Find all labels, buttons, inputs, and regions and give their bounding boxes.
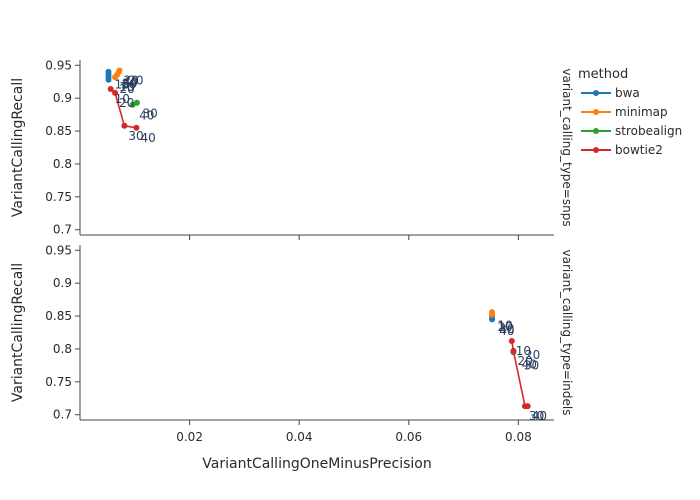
y-tick-label: 0.95 [45, 58, 72, 72]
point-label: 20 [525, 348, 540, 362]
y-tick-label: 0.75 [45, 375, 72, 389]
y-axis-title: VariantCallingRecall [10, 78, 26, 217]
data-point-bwa [105, 76, 112, 83]
data-point-bowtie2 [107, 85, 114, 92]
y-tick-label: 0.9 [53, 91, 72, 105]
point-label: 30 [529, 409, 544, 423]
y-tick-label: 0.85 [45, 124, 72, 138]
x-axis-title: VariantCallingOneMinusPrecision [202, 456, 431, 472]
y-tick-label: 0.85 [45, 309, 72, 323]
data-point-bowtie2 [121, 122, 128, 129]
y-tick-label: 0.9 [53, 276, 72, 290]
point-label: 40 [532, 409, 547, 423]
legend-swatch-marker [593, 109, 599, 115]
legend-swatch-marker [593, 90, 599, 96]
point-label: 40 [499, 324, 514, 338]
legend-entry: minimap [615, 105, 668, 119]
x-tick-label: 0.04 [286, 430, 313, 444]
point-label: 20 [498, 320, 513, 334]
x-tick-label: 0.02 [176, 430, 203, 444]
point-label: 20 [119, 96, 134, 110]
point-label: 30 [524, 358, 539, 372]
point-label: 30 [122, 77, 137, 91]
point-label: 30 [499, 322, 514, 336]
point-label: 30 [128, 129, 143, 143]
data-point-bowtie2 [510, 347, 517, 354]
legend-title: method [578, 67, 628, 82]
point-label: 10 [498, 318, 513, 332]
point-label: 40 [522, 358, 537, 372]
legend-swatch-marker [593, 147, 599, 153]
y-tick-label: 0.95 [45, 243, 72, 257]
point-label: 10 [115, 77, 130, 91]
legend-swatch-marker [593, 128, 599, 134]
legend-entry: bowtie2 [615, 143, 663, 157]
data-point-minimap [116, 67, 123, 74]
data-point-bowtie2 [133, 124, 140, 131]
y-tick-label: 0.75 [45, 190, 72, 204]
data-point-minimap [489, 309, 496, 316]
data-point-bowtie2 [112, 89, 119, 96]
data-point-bowtie2 [508, 338, 515, 345]
point-label: 20 [123, 74, 138, 88]
point-label: 10 [115, 92, 130, 106]
point-label: 30 [142, 106, 157, 120]
point-label: 10 [516, 344, 531, 358]
facet-label: variant_calling_type=indels [560, 250, 574, 416]
y-tick-label: 0.8 [53, 157, 72, 171]
point-label: 20 [517, 354, 532, 368]
legend-entry: strobealign [615, 124, 682, 138]
data-point-bowtie2 [524, 403, 531, 410]
y-tick-label: 0.8 [53, 342, 72, 356]
y-tick-label: 0.7 [53, 408, 72, 422]
y-axis-title: VariantCallingRecall [10, 263, 26, 402]
point-label: 20 [119, 82, 134, 96]
point-label: 40 [140, 131, 155, 145]
x-tick-label: 0.08 [505, 430, 532, 444]
point-label: 10 [119, 80, 134, 94]
data-point-strobealign [133, 99, 140, 106]
point-label: 30 [121, 77, 136, 91]
facet-label: variant_calling_type=snps [560, 68, 574, 226]
point-label: 40 [139, 108, 154, 122]
point-label: 40 [123, 75, 138, 89]
y-tick-label: 0.7 [53, 223, 72, 237]
legend-entry: bwa [615, 86, 640, 100]
point-label: 20 [128, 73, 143, 87]
x-tick-label: 0.06 [395, 430, 422, 444]
